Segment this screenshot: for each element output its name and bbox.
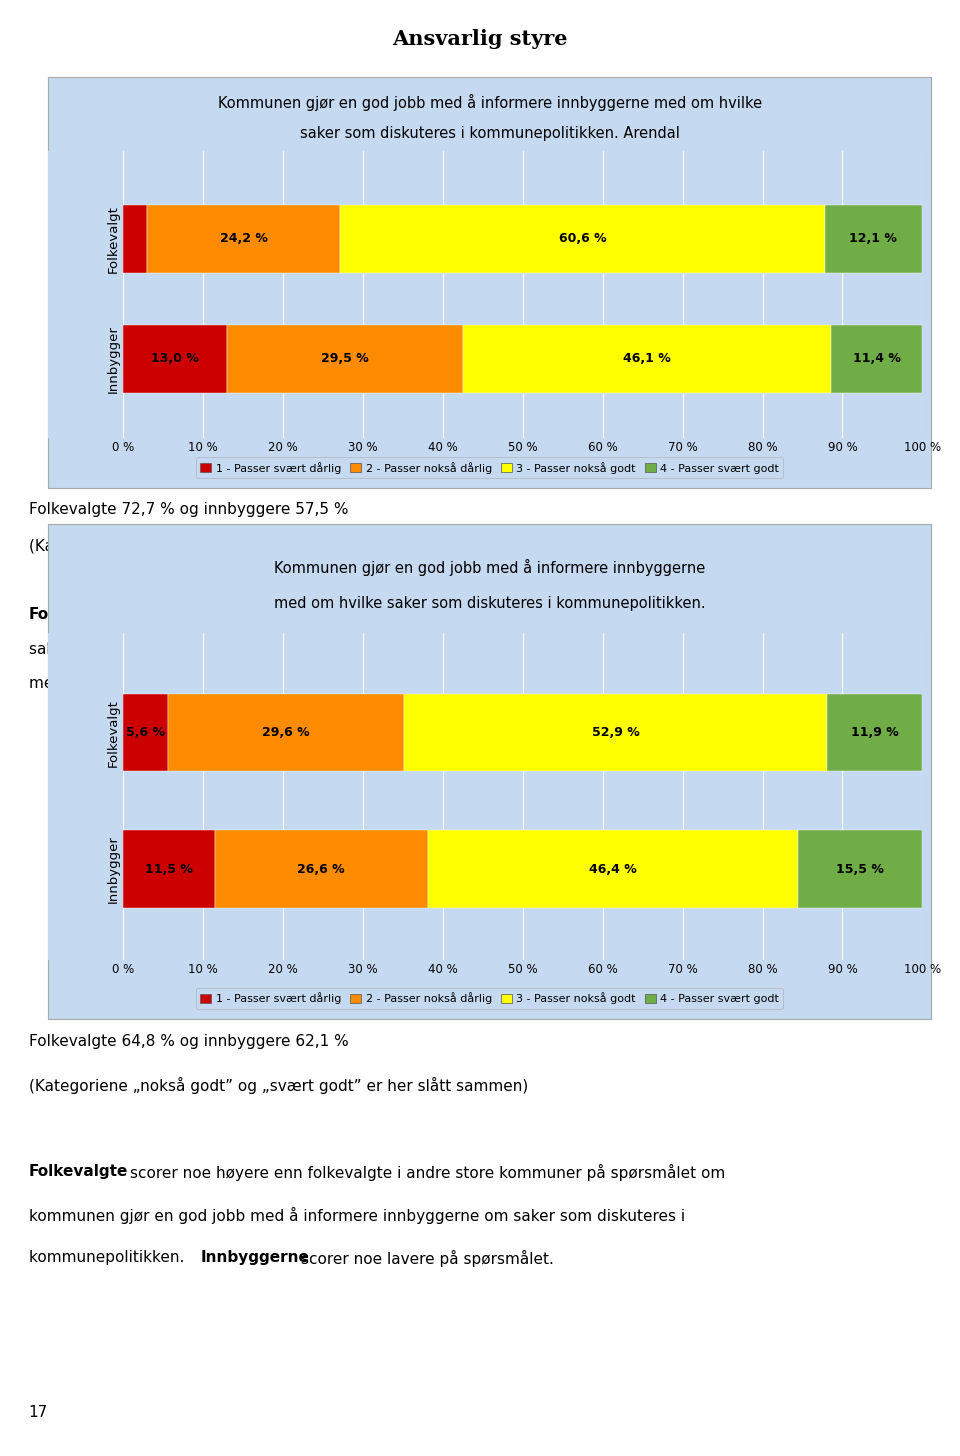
Text: Kommunen gjør en god jobb med å informere innbyggerne: Kommunen gjør en god jobb med å informer… (274, 559, 706, 575)
Bar (123, 325, 227, 393)
Bar (831, 325, 923, 393)
Text: Folkevalgte: Folkevalgte (29, 607, 129, 622)
Bar (427, 830, 799, 907)
Text: 11,9 %: 11,9 % (851, 727, 899, 740)
Text: Innbygger: Innbygger (107, 325, 119, 393)
Legend: 1 - Passer svært dårlig, 2 - Passer nokså dårlig, 3 - Passer nokså godt, 4 - Pas: 1 - Passer svært dårlig, 2 - Passer noks… (196, 989, 783, 1009)
Text: er her også fornøyde,: er her også fornøyde, (613, 642, 784, 658)
Text: Ansvarlig styre: Ansvarlig styre (393, 29, 567, 50)
Text: 12,1 %: 12,1 % (850, 233, 898, 246)
Text: med om hvilke saker som diskuteres i kommunepolitikken.: med om hvilke saker som diskuteres i kom… (274, 596, 706, 612)
Bar (404, 695, 828, 772)
Bar (227, 325, 463, 393)
Text: Folkevalgt: Folkevalgt (107, 205, 119, 272)
Text: 60,6 %: 60,6 % (559, 233, 607, 246)
Text: (Kategoriene „nokså godt” og „svært godt” er her slått sammen): (Kategoriene „nokså godt” og „svært godt… (29, 537, 528, 555)
Text: kommunepolitikken.: kommunepolitikken. (29, 1251, 189, 1265)
Bar (463, 325, 831, 393)
Text: Store kommuner: Store kommuner (428, 635, 551, 651)
Text: Folkevalgte 64,8 % og innbyggere 62,1 %: Folkevalgte 64,8 % og innbyggere 62,1 % (29, 1034, 348, 1048)
Text: 46,4 %: 46,4 % (589, 862, 636, 875)
Text: 26,6 %: 26,6 % (298, 862, 345, 875)
Text: men i mindre grad enn folkevalgte.: men i mindre grad enn folkevalgte. (29, 677, 300, 692)
Bar (341, 205, 825, 272)
Text: 46,1 %: 46,1 % (623, 352, 671, 365)
Bar (828, 695, 923, 772)
Text: 17: 17 (29, 1405, 48, 1420)
Text: Innbyggerne: Innbyggerne (201, 1251, 309, 1265)
Text: saker som diskuteres i kommunepolitikken. Arendal: saker som diskuteres i kommunepolitikken… (300, 127, 680, 141)
Bar (123, 205, 147, 272)
Text: Folkevalgte 72,7 % og innbyggere 57,5 %: Folkevalgte 72,7 % og innbyggere 57,5 % (29, 502, 348, 517)
Legend: 1 - Passer svært dårlig, 2 - Passer nokså dårlig, 3 - Passer nokså godt, 4 - Pas: 1 - Passer svært dårlig, 2 - Passer noks… (196, 457, 783, 478)
Text: 24,2 %: 24,2 % (220, 233, 268, 246)
Text: 5,6 %: 5,6 % (126, 727, 165, 740)
Text: 52,9 %: 52,9 % (592, 727, 639, 740)
Bar (799, 830, 923, 907)
Text: 29,6 %: 29,6 % (262, 727, 310, 740)
Bar (168, 695, 404, 772)
Text: 13,0 %: 13,0 % (151, 352, 199, 365)
Text: scorer noe høyere enn folkevalgte i andre store kommuner på spørsmålet om: scorer noe høyere enn folkevalgte i andr… (130, 1163, 725, 1181)
Bar (215, 830, 427, 907)
Text: synes at kommunen gjør en god jobb med å informere innbyggerne om hvilke: synes at kommunen gjør en god jobb med å… (130, 607, 729, 623)
Text: 29,5 %: 29,5 % (321, 352, 369, 365)
Text: innbyggerne: innbyggerne (514, 642, 622, 657)
Text: Kommunen gjør en god jobb med å informere innbyggerne med om hvilke: Kommunen gjør en god jobb med å informer… (218, 93, 761, 111)
Text: 11,5 %: 11,5 % (145, 862, 193, 875)
Text: scorer noe lavere på spørsmålet.: scorer noe lavere på spørsmålet. (301, 1251, 554, 1267)
Text: kommunen gjør en god jobb med å informere innbyggerne om saker som diskuteres i: kommunen gjør en god jobb med å informer… (29, 1207, 684, 1224)
Bar (825, 205, 922, 272)
Text: Folkevalgte: Folkevalgte (29, 1163, 129, 1178)
Text: saker som diskuteres i kommunepolitikken. Flertallet av: saker som diskuteres i kommunepolitikken… (29, 642, 462, 657)
Text: 15,5 %: 15,5 % (836, 862, 884, 875)
Text: Folkevalgt: Folkevalgt (107, 699, 119, 767)
Text: Innbygger: Innbygger (107, 836, 119, 903)
Text: 11,4 %: 11,4 % (852, 352, 900, 365)
Bar (147, 205, 341, 272)
Bar (123, 830, 215, 907)
Text: (Kategoriene „nokså godt” og „svært godt” er her slått sammen): (Kategoriene „nokså godt” og „svært godt… (29, 1077, 528, 1093)
Bar (123, 695, 168, 772)
